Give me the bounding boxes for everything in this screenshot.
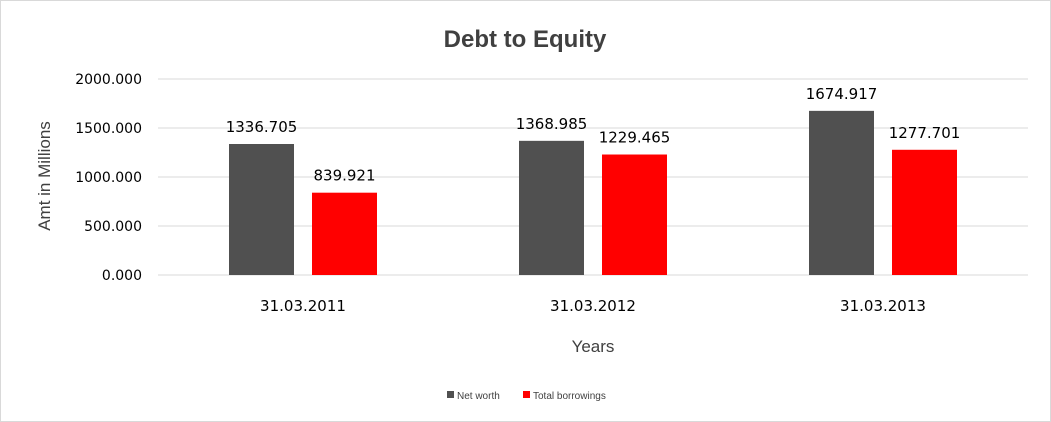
y-axis-title: Amt in Millions [35,121,54,231]
legend-swatch [447,391,454,398]
bar [229,144,294,275]
x-tick-label: 31.03.2011 [260,297,346,315]
legend-swatch [523,391,530,398]
x-tick-label: 31.03.2012 [550,297,636,315]
data-label: 1229.465 [599,129,671,147]
legend-label: Net worth [457,391,500,402]
x-axis-title: Years [572,337,615,356]
data-labels: 1336.705 839.921 1368.985 1229.465 1674.917 1… [226,85,961,185]
bars [229,110,957,276]
x-tick-label: 31.03.2013 [840,297,926,315]
data-label: 1277.701 [889,124,961,142]
chart-title: Debt to Equity [444,26,607,53]
x-axis-categories: 31.03.2011 31.03.2012 31.03.2013 [260,297,926,315]
y-axis-ticks: 0.000 500.000 1000.000 1500.000 2000.000 [75,72,142,284]
gridlines [158,78,1028,276]
data-label: 839.921 [313,167,375,185]
bar [809,110,874,276]
y-tick-label: 1500.000 [75,121,142,137]
legend-label: Total borrowings [533,391,606,402]
data-label: 1674.917 [806,85,878,103]
bar [602,154,667,275]
y-tick-label: 500.000 [84,219,142,235]
y-tick-label: 0.000 [102,268,142,284]
y-tick-label: 1000.000 [75,170,142,186]
bar [892,149,957,275]
y-tick-label: 2000.000 [75,72,142,88]
bar [312,192,377,275]
data-label: 1336.705 [226,118,298,136]
legend: Net worth Total borrowings [447,391,606,402]
bar [519,140,584,275]
data-label: 1368.985 [516,115,588,133]
